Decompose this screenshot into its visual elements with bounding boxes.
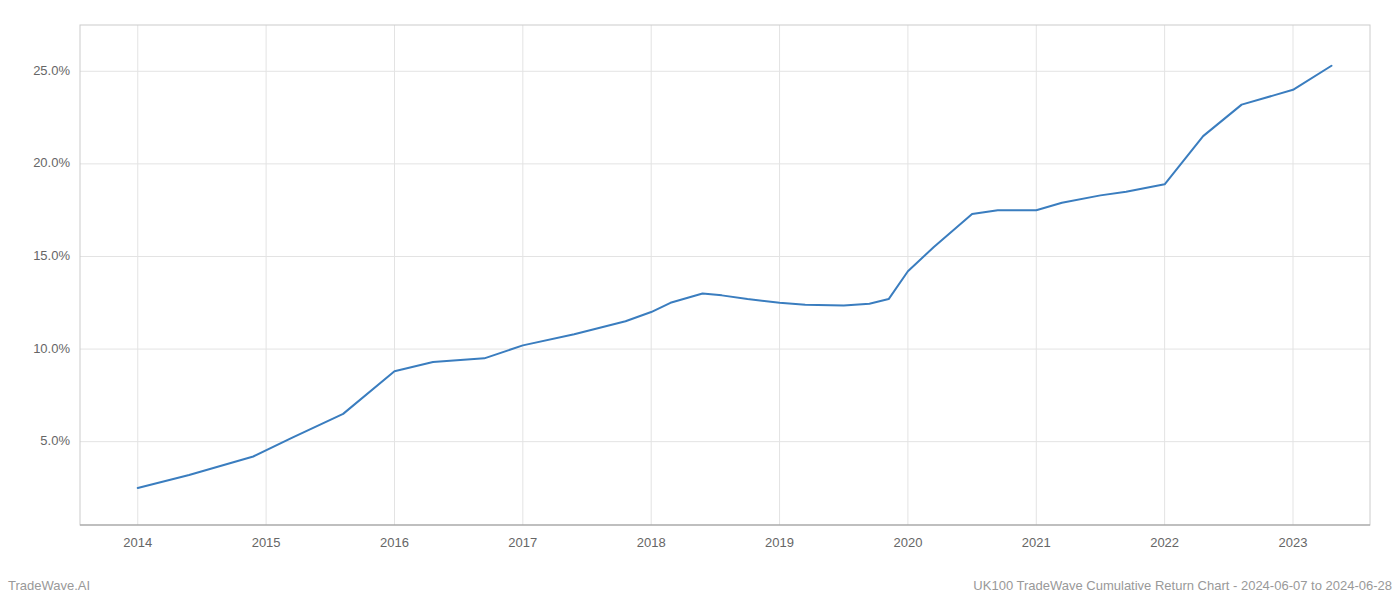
- chart: 5.0% 10.0% 15.0% 20.0% 25.0% 2014 2015 2016 2017…: [0, 0, 1400, 600]
- x-tick-label: 2018: [637, 535, 666, 550]
- x-tick-label: 2019: [765, 535, 794, 550]
- y-tick-label: 25.0%: [33, 63, 70, 78]
- y-tick-label: 5.0%: [40, 433, 70, 448]
- x-grid-line: [1036, 25, 1037, 525]
- y-tick-label: 20.0%: [33, 155, 70, 170]
- footer-text: UK100 TradeWave Cumulative Return Chart …: [973, 578, 1392, 593]
- x-axis-line: [80, 525, 1370, 526]
- plot-frame: [80, 25, 1370, 525]
- y-tick-label: 15.0%: [33, 248, 70, 263]
- y-grid-line: [80, 441, 1370, 442]
- series-group: [138, 66, 1332, 488]
- x-grid-line: [651, 25, 652, 525]
- x-tick-label: 2023: [1279, 535, 1308, 550]
- y-tick-label: 10.0%: [33, 341, 70, 356]
- x-grid-line: [137, 25, 138, 525]
- x-tick-label: 2021: [1022, 535, 1051, 550]
- y-grid-line: [80, 71, 1370, 72]
- x-tick-label: 2014: [123, 535, 152, 550]
- x-grid-line: [1292, 25, 1293, 525]
- x-grid-line: [522, 25, 523, 525]
- x-tick-label: 2017: [508, 535, 537, 550]
- y-grid-line: [80, 256, 1370, 257]
- x-grid-line: [394, 25, 395, 525]
- y-grid-line: [80, 163, 1370, 164]
- x-tick-label: 2015: [252, 535, 281, 550]
- x-tick-label: 2016: [380, 535, 409, 550]
- x-tick-label: 2022: [1150, 535, 1179, 550]
- x-grid-line: [1164, 25, 1165, 525]
- x-tick-label: 2020: [893, 535, 922, 550]
- footer-text: TradeWave.AI: [8, 578, 90, 593]
- line: [138, 66, 1332, 488]
- x-grid-line: [907, 25, 908, 525]
- x-grid-line: [779, 25, 780, 525]
- axes: 5.0% 10.0% 15.0% 20.0% 25.0% 2014 2015 2016 2017…: [33, 25, 1370, 550]
- grid: [80, 25, 1370, 525]
- y-grid-line: [80, 349, 1370, 350]
